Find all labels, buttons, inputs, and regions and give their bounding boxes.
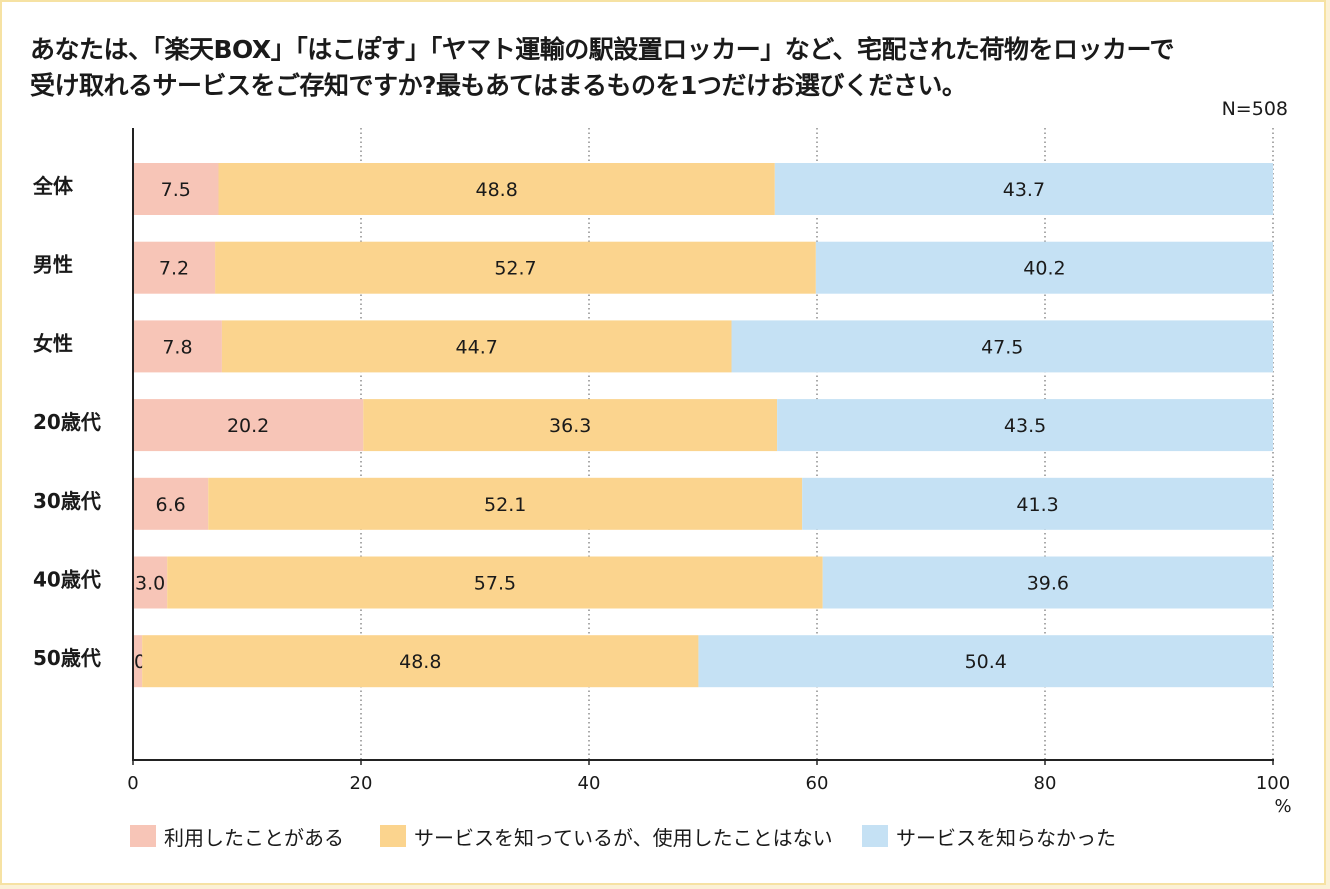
data-label: 7.5 xyxy=(161,179,191,201)
data-label: 48.8 xyxy=(399,651,441,673)
bar-segment xyxy=(363,399,778,452)
category-label: 女性 xyxy=(33,331,73,355)
bar-segment xyxy=(142,635,699,688)
x-tick-label: 40 xyxy=(578,773,601,794)
data-label: 43.7 xyxy=(1003,179,1045,201)
data-label: 44.7 xyxy=(456,336,498,358)
x-axis-unit: % xyxy=(1274,796,1291,817)
bar-segment xyxy=(218,163,775,215)
legend-swatch xyxy=(862,825,888,847)
bar-segment xyxy=(774,163,1273,215)
bar-segment xyxy=(133,399,364,452)
bar-segment xyxy=(133,241,216,294)
bar-segment xyxy=(215,241,816,294)
category-label: 50歳代 xyxy=(33,646,101,670)
category-label: 30歳代 xyxy=(33,489,101,513)
data-label: 41.3 xyxy=(1016,494,1058,516)
bar-segment xyxy=(133,635,143,688)
bar-segment xyxy=(221,320,732,373)
data-label: 52.7 xyxy=(494,258,536,280)
data-label: 7.8 xyxy=(162,336,192,358)
x-tick-label: 80 xyxy=(1034,773,1057,794)
legend-item: サービスを知っているが、使用したことはない xyxy=(380,823,833,850)
data-label: 36.3 xyxy=(549,415,591,437)
data-label: 20.2 xyxy=(227,415,269,437)
bar-segment xyxy=(777,399,1273,452)
data-label: 57.5 xyxy=(474,573,516,595)
x-tick-label: 0 xyxy=(127,773,138,794)
chart-title: あなたは、「楽天BOX」「はこぽす」「ヤマト運輸の駅設置ロッカー」など、宅配され… xyxy=(30,32,1310,104)
data-label: 3.0 xyxy=(135,573,165,595)
x-tick-label: 100 xyxy=(1256,773,1290,794)
legend-item: 利用したことがある xyxy=(130,823,344,850)
bar-segment xyxy=(698,635,1273,688)
bar-segment xyxy=(133,556,168,609)
chart-title-line-1: あなたは、「楽天BOX」「はこぽす」「ヤマト運輸の駅設置ロッカー」など、宅配され… xyxy=(30,35,1174,64)
legend-label: サービスを知っているが、使用したことはない xyxy=(414,825,833,850)
bar-segment xyxy=(815,241,1273,294)
data-label: 40.2 xyxy=(1023,258,1065,280)
bar-segment xyxy=(731,320,1273,373)
legend-swatch xyxy=(380,825,406,847)
sample-size: N=508 xyxy=(1221,98,1288,120)
data-label: 6.6 xyxy=(156,494,186,516)
data-label: 47.5 xyxy=(981,336,1023,358)
category-label: 全体 xyxy=(32,174,74,198)
bar-segment xyxy=(802,477,1273,530)
category-label: 20歳代 xyxy=(33,410,101,434)
data-label: 48.8 xyxy=(476,179,518,201)
data-label: 43.5 xyxy=(1004,415,1046,437)
data-label: 52.1 xyxy=(484,494,526,516)
bar-segment xyxy=(133,320,222,373)
bar-segment xyxy=(133,163,219,215)
bar-segment xyxy=(208,477,803,530)
legend-label: サービスを知らなかった xyxy=(896,825,1116,850)
category-label: 男性 xyxy=(33,253,73,277)
data-label: 7.2 xyxy=(159,258,189,280)
x-tick-label: 20 xyxy=(350,773,373,794)
category-label: 40歳代 xyxy=(33,568,101,592)
data-label: 39.6 xyxy=(1027,573,1069,595)
legend-label: 利用したことがある xyxy=(164,825,344,850)
bar-segment xyxy=(167,556,823,609)
legend-item: サービスを知らなかった xyxy=(862,823,1116,850)
bar-segment xyxy=(133,477,209,530)
legend-swatch xyxy=(130,825,156,847)
data-label: 50.4 xyxy=(965,651,1007,673)
chart-title-line-2: 受け取れるサービスをご存知ですか?最もあてはまるものを1つだけお選びください。 xyxy=(30,71,967,100)
bar-segment xyxy=(822,556,1273,609)
x-tick-label: 60 xyxy=(806,773,829,794)
